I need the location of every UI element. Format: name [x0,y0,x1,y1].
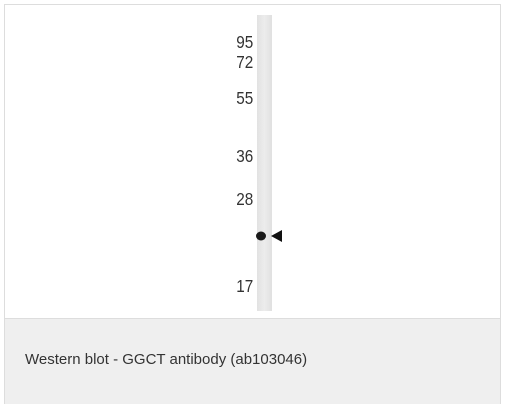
marker-label: 17 [236,276,253,296]
marker-label: 55 [236,88,253,108]
figure: 95 72 55 36 28 17 Western blot - GGCT an… [4,4,501,404]
caption: Western blot - GGCT antibody (ab103046) [25,351,307,368]
marker-label: 95 [236,32,253,52]
marker-label: 36 [236,146,253,166]
blot-image: 95 72 55 36 28 17 [5,5,500,318]
lane [257,15,272,311]
caption-area: Western blot - GGCT antibody (ab103046) [5,318,500,404]
marker-label: 28 [236,189,253,209]
band [256,232,266,241]
page: 95 72 55 36 28 17 Western blot - GGCT an… [0,0,505,408]
marker-label: 72 [236,52,253,72]
arrow [271,230,282,242]
